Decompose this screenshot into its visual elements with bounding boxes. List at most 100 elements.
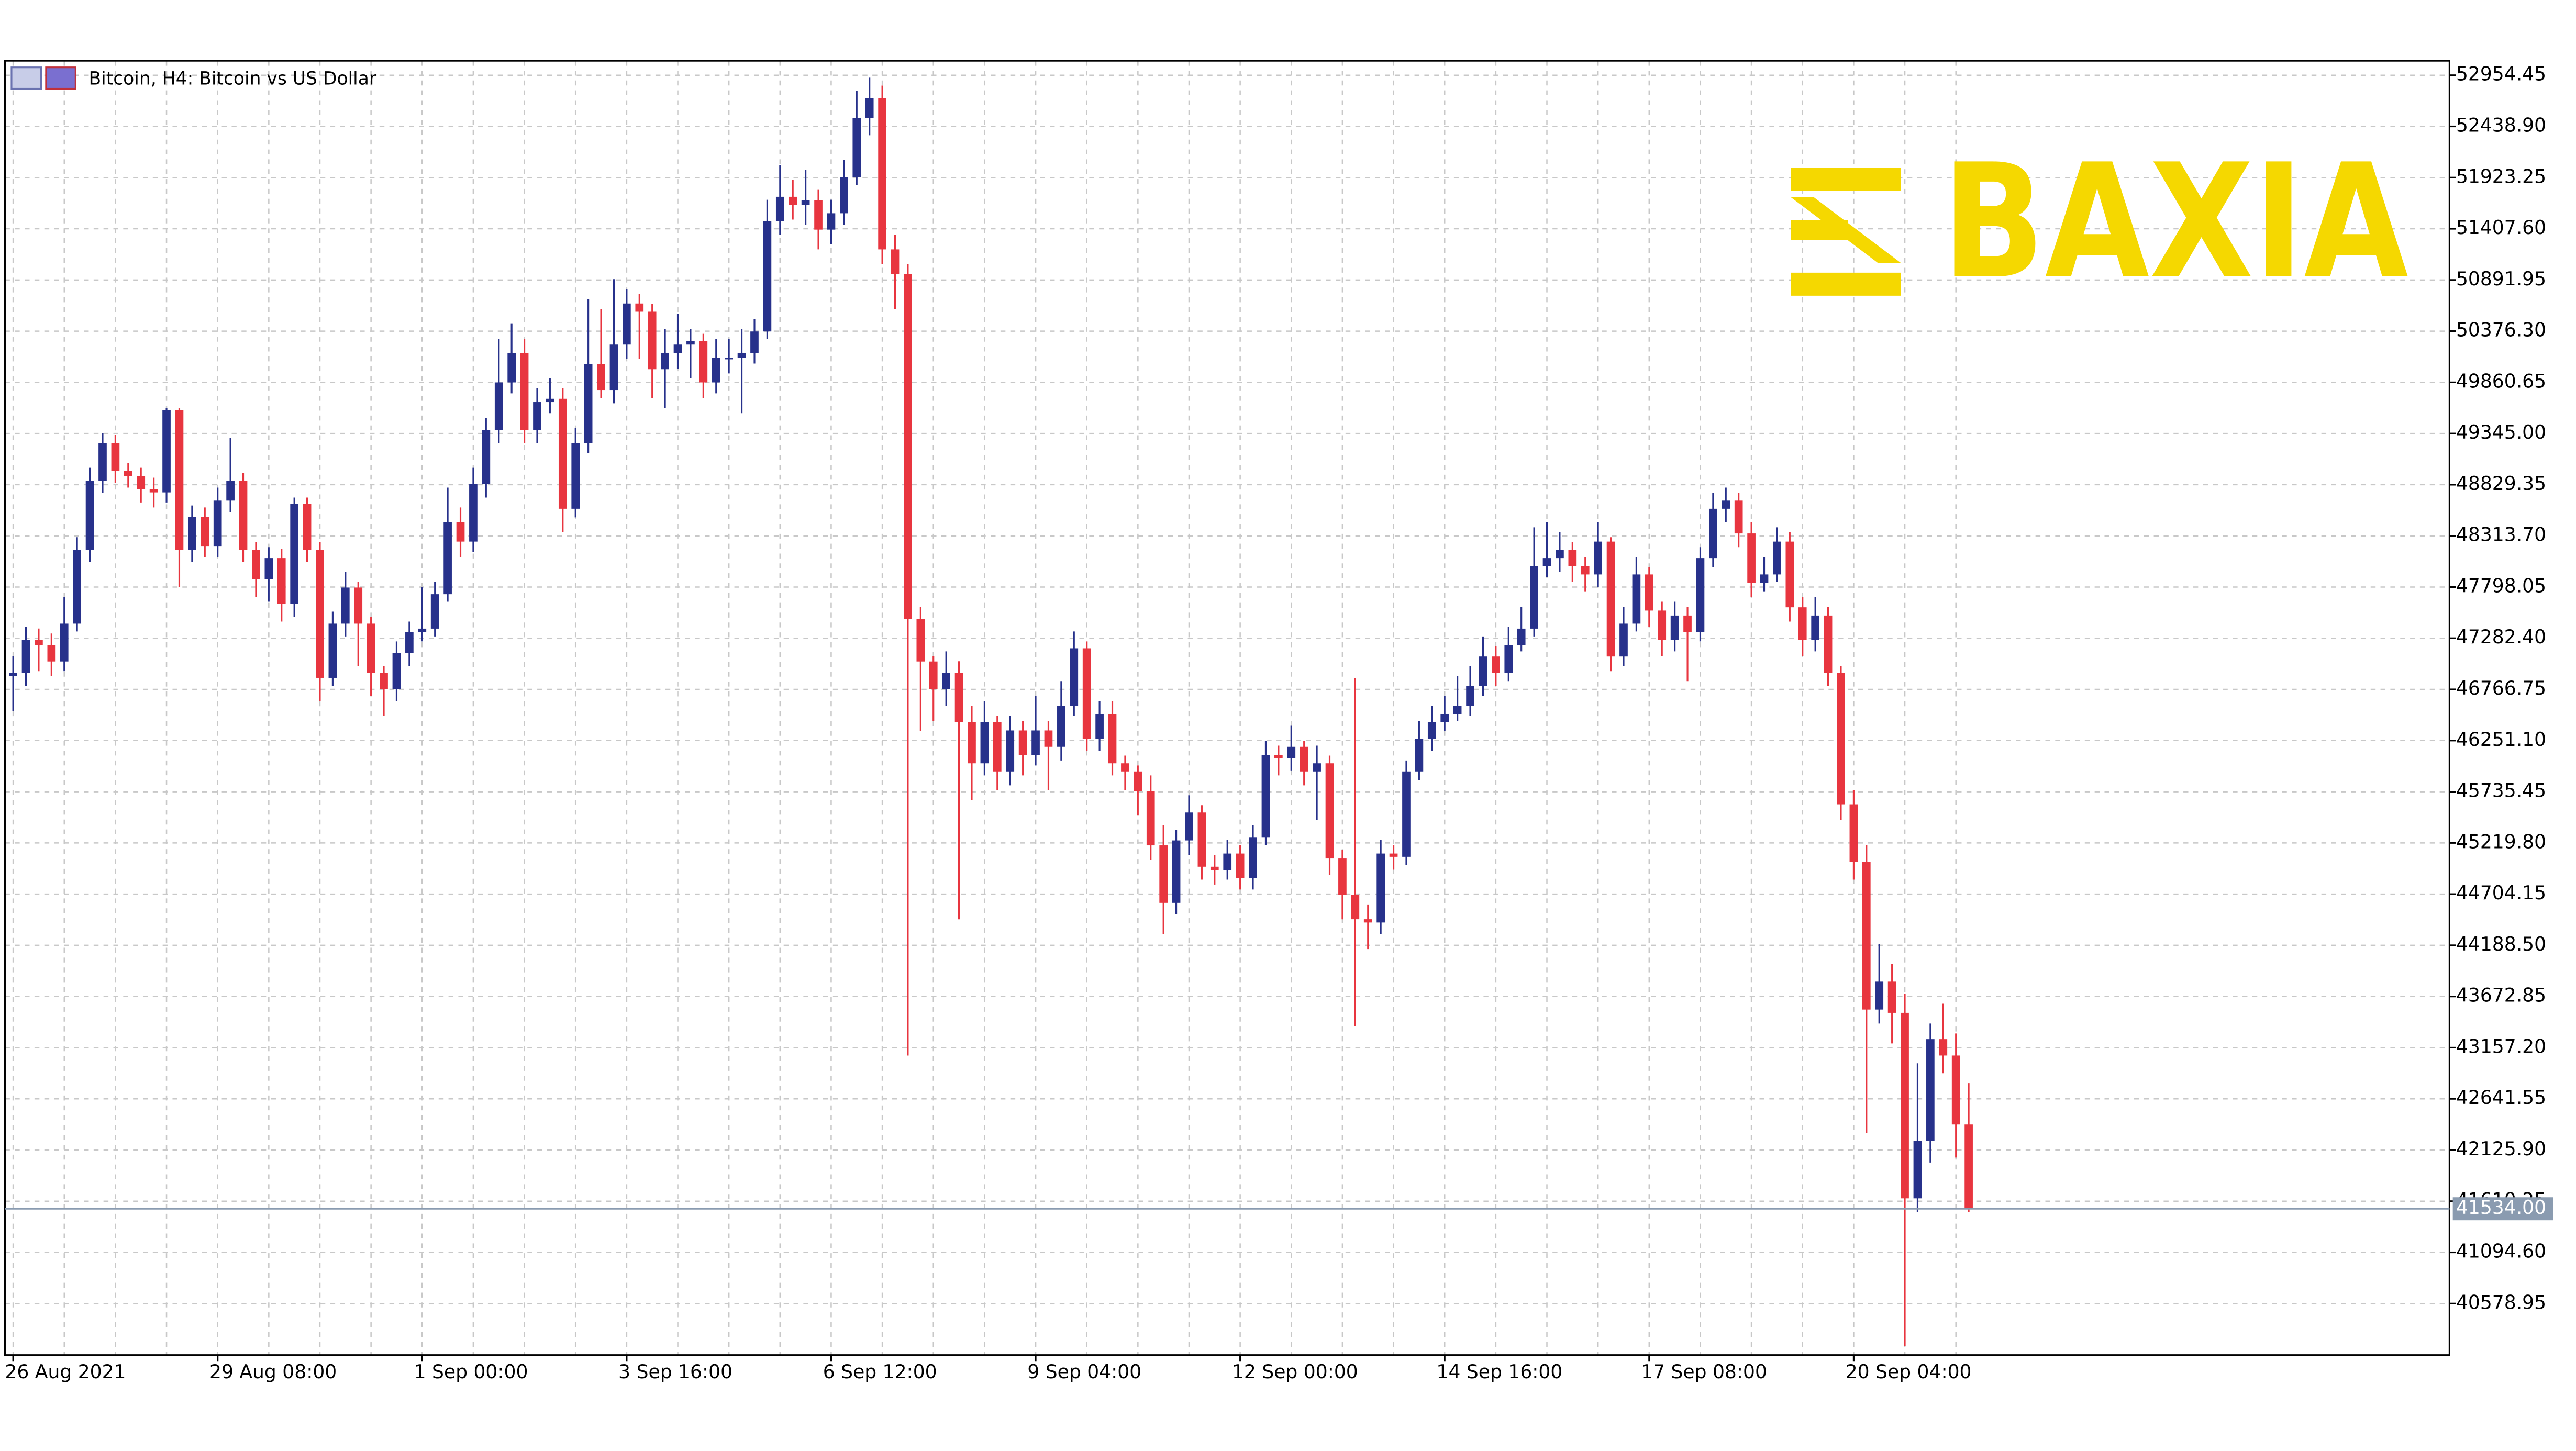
candle-body	[1389, 853, 1398, 857]
candle-body	[1453, 706, 1462, 714]
header-icon	[45, 66, 76, 90]
candle-body	[1249, 837, 1257, 878]
candle-body	[1146, 791, 1155, 846]
candle-body	[35, 640, 43, 645]
candle-body	[162, 410, 171, 493]
y-tick-label: 43157.20	[2456, 1035, 2546, 1057]
candle-body	[1274, 755, 1283, 758]
candle-body	[328, 623, 337, 678]
candle-body	[1466, 686, 1474, 706]
y-tick-label: 46766.75	[2456, 677, 2546, 699]
x-tick-label: 1 Sep 00:00	[414, 1361, 528, 1383]
candle-body	[1837, 673, 1845, 805]
candle-body	[1082, 648, 1091, 739]
candle-body	[507, 352, 516, 383]
logo: BAXIA	[1791, 130, 2410, 314]
candle-body	[277, 558, 286, 604]
candle-body	[1479, 656, 1487, 686]
y-tick-label: 44704.15	[2456, 882, 2546, 904]
candle-body	[916, 619, 925, 662]
y-tick-label: 52954.45	[2456, 63, 2546, 85]
candle-body	[571, 443, 580, 509]
candle-body	[673, 344, 682, 353]
candle-body	[878, 98, 886, 250]
candle-body	[648, 311, 657, 370]
y-tick-label: 48313.70	[2456, 524, 2546, 546]
candle-body	[1785, 541, 1794, 608]
candle-body	[661, 352, 669, 370]
candle-body	[456, 522, 465, 542]
candle-body	[111, 443, 120, 471]
x-tick-label: 9 Sep 04:00	[1027, 1361, 1141, 1383]
candle-body	[1939, 1039, 1948, 1056]
y-tick-label: 43672.85	[2456, 985, 2546, 1007]
candle-body	[1747, 533, 1756, 583]
candle-body	[303, 504, 312, 550]
candle-body	[1376, 853, 1385, 923]
candle-body	[533, 402, 541, 430]
candle-body	[1031, 730, 1040, 755]
y-tick-label: 51923.25	[2456, 165, 2546, 187]
candle-body	[1683, 615, 1692, 632]
candle-body	[954, 673, 963, 722]
candle-body	[1849, 804, 1858, 862]
candle-body	[558, 398, 567, 509]
candle-body	[904, 274, 912, 619]
candle-body	[1658, 610, 1667, 640]
candle-body	[1325, 763, 1334, 859]
candle-body	[1606, 541, 1615, 657]
candle-body	[763, 221, 772, 332]
candle-body	[1402, 771, 1411, 857]
candle-body	[316, 550, 324, 678]
candle-body	[827, 213, 836, 230]
candle-body	[239, 481, 248, 550]
candle-body	[1862, 862, 1871, 1010]
header-icon	[10, 66, 42, 90]
candle-body	[865, 98, 874, 118]
candle-body	[1632, 574, 1641, 624]
candle-body	[1351, 895, 1360, 920]
candle-body	[443, 522, 452, 595]
y-tick-label: 51407.60	[2456, 217, 2546, 239]
y-tick-label: 44188.50	[2456, 933, 2546, 955]
candle-body	[1210, 866, 1219, 870]
x-tick-label: 6 Sep 12:00	[823, 1361, 937, 1383]
candle-body	[1901, 1012, 1909, 1199]
header: Bitcoin, H4: Bitcoin vs US Dollar	[10, 66, 377, 90]
candle-body	[392, 653, 401, 689]
candle-body	[1773, 541, 1781, 575]
candle-body	[609, 344, 618, 391]
candle-body	[546, 398, 554, 403]
y-tick-label: 40578.95	[2456, 1291, 2546, 1313]
candle-body	[789, 196, 797, 205]
candle-body	[213, 500, 222, 547]
candle-body	[380, 673, 388, 689]
y-tick-label: 41094.60	[2456, 1241, 2546, 1263]
current-price-box	[2452, 1197, 2553, 1221]
candle-body	[1261, 755, 1270, 838]
y-tick-label: 49860.65	[2456, 370, 2546, 392]
candle-body	[264, 558, 273, 579]
candle-body	[1070, 648, 1079, 706]
candle-body	[623, 303, 631, 345]
logo-text: BAXIA	[1942, 130, 2410, 314]
candle-body	[597, 364, 605, 391]
candle-body	[9, 673, 17, 676]
candle-body	[1951, 1055, 1960, 1125]
logo-icon	[1791, 220, 1848, 240]
candle-body	[1057, 706, 1065, 747]
candle-body	[775, 196, 784, 221]
candle-body	[1440, 713, 1449, 722]
current-price-label: 41534.00	[2456, 1197, 2546, 1219]
candle-body	[686, 341, 695, 345]
candle-body	[73, 550, 82, 624]
x-tick-label: 17 Sep 08:00	[1641, 1361, 1767, 1383]
candle-body	[1581, 566, 1590, 575]
candle-body	[494, 382, 503, 430]
candle-body	[149, 489, 158, 493]
candle-body	[1556, 550, 1564, 559]
candle-body	[137, 476, 146, 489]
candle-body	[60, 623, 69, 662]
candle-body	[814, 200, 823, 230]
y-tick-label: 45219.80	[2456, 831, 2546, 853]
